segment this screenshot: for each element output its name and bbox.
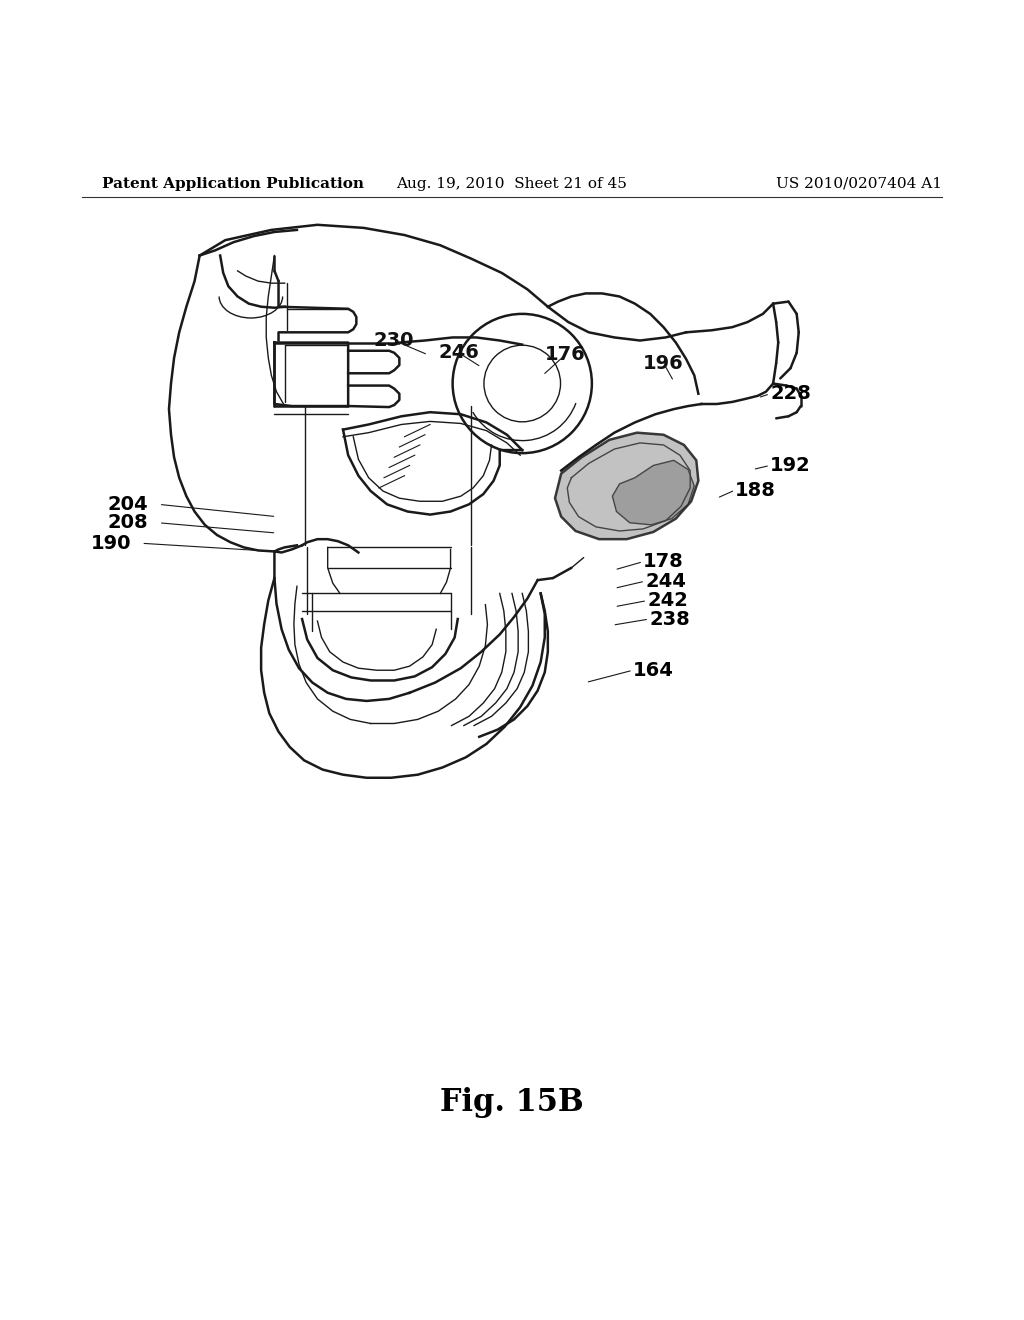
Text: 190: 190 bbox=[90, 533, 131, 553]
Text: 188: 188 bbox=[735, 480, 776, 499]
Text: 208: 208 bbox=[108, 513, 148, 532]
Text: 246: 246 bbox=[438, 343, 479, 362]
Text: 238: 238 bbox=[649, 610, 690, 628]
Text: 178: 178 bbox=[643, 552, 684, 572]
Text: 192: 192 bbox=[770, 455, 811, 475]
Text: 176: 176 bbox=[545, 346, 586, 364]
Text: Fig. 15B: Fig. 15B bbox=[440, 1086, 584, 1118]
Text: Patent Application Publication: Patent Application Publication bbox=[102, 177, 365, 191]
Text: 228: 228 bbox=[770, 384, 811, 404]
Text: 196: 196 bbox=[643, 354, 684, 372]
Polygon shape bbox=[555, 433, 698, 539]
Text: 244: 244 bbox=[645, 572, 686, 590]
Polygon shape bbox=[612, 461, 694, 525]
Text: 242: 242 bbox=[647, 591, 688, 610]
Text: 204: 204 bbox=[108, 495, 148, 513]
Text: US 2010/0207404 A1: US 2010/0207404 A1 bbox=[776, 177, 942, 191]
Text: Aug. 19, 2010  Sheet 21 of 45: Aug. 19, 2010 Sheet 21 of 45 bbox=[396, 177, 628, 191]
Text: 230: 230 bbox=[374, 331, 415, 350]
Text: 164: 164 bbox=[633, 661, 674, 680]
